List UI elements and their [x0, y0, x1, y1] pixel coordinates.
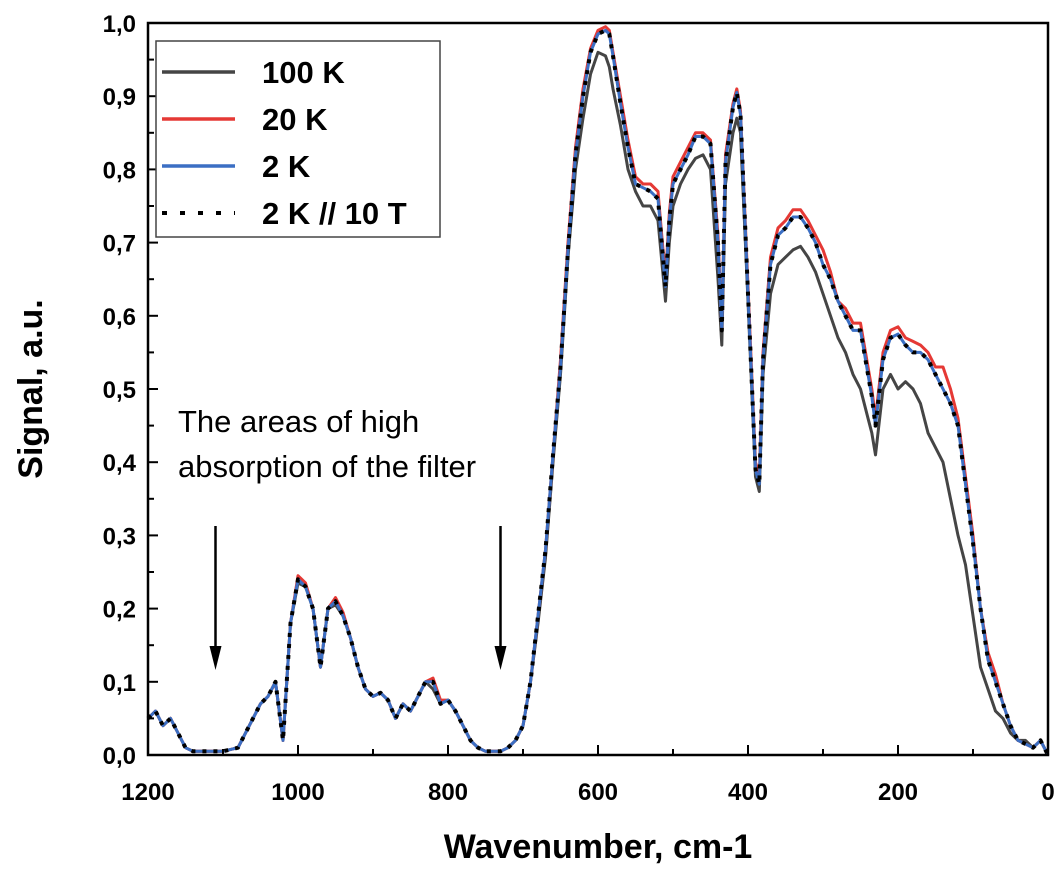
series-line-2	[146, 28, 1050, 756]
legend-label-0: 100 K	[262, 55, 345, 90]
y-tick-labels: 0,0 0,1 0,2 0,3 0,4 0,5 0,6 0,7 0,8 0,9 1,0	[103, 11, 137, 770]
annotation-line-2: absorption of the filter	[178, 449, 476, 484]
legend-items: 100 K 20 K 2 K 2 K // 10 T	[162, 55, 407, 231]
y-tick-label: 0,3	[103, 523, 136, 550]
annotation-arrow-head	[209, 646, 222, 670]
y-tick-label: 0,4	[103, 450, 137, 477]
x-tick-label: 200	[878, 779, 918, 806]
x-tick-label: 0	[1041, 779, 1054, 806]
y-tick-label: 0,7	[103, 231, 136, 258]
annotation: The areas of high absorption of the filt…	[178, 404, 507, 670]
annotation-arrows	[209, 526, 507, 670]
annotation-line-1: The areas of high	[178, 404, 419, 439]
x-tick-label: 800	[428, 779, 468, 806]
series-layer	[146, 25, 1050, 756]
y-tick-label: 0,0	[103, 743, 136, 770]
x-axis-title: Wavenumber, cm-1	[444, 828, 753, 866]
y-tick-label: 0,8	[103, 157, 136, 184]
legend-label-1: 20 K	[262, 102, 328, 137]
y-tick-label: 0,2	[103, 597, 136, 624]
x-tick-label: 400	[728, 779, 768, 806]
y-tick-label: 0,9	[103, 84, 136, 111]
y-tick-label: 0,6	[103, 304, 136, 331]
y-axis-title: Signal, a.u.	[12, 299, 50, 478]
y-tick-label: 0,5	[103, 377, 136, 404]
legend: 100 K 20 K 2 K 2 K // 10 T	[155, 40, 441, 238]
x-tick-labels: 1200 1000 800 600 400 200 0	[121, 779, 1054, 806]
x-tick-label: 600	[578, 779, 618, 806]
y-tick-label: 1,0	[103, 11, 136, 38]
y-tick-label: 0,1	[103, 670, 136, 697]
x-tick-label: 1000	[271, 779, 324, 806]
legend-label-2: 2 K	[262, 149, 311, 184]
legend-label-3: 2 K // 10 T	[262, 196, 407, 231]
annotation-arrow-head	[494, 646, 507, 670]
ticks-layer	[147, 22, 1049, 756]
x-tick-label: 1200	[121, 779, 174, 806]
